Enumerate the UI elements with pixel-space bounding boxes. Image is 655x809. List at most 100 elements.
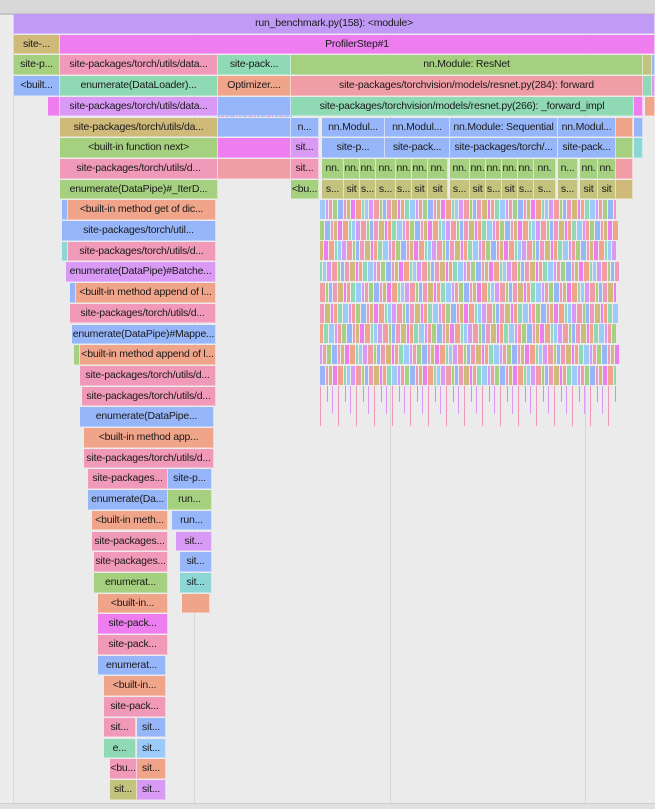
frame-sliver[interactable] bbox=[440, 262, 445, 282]
frame-sliver[interactable] bbox=[495, 282, 499, 302]
frame-sliver[interactable] bbox=[536, 220, 540, 240]
frame-sliver[interactable] bbox=[356, 200, 361, 219]
frame-sliver[interactable] bbox=[493, 220, 495, 240]
frame-sliver[interactable] bbox=[365, 365, 368, 385]
frame-sliver[interactable] bbox=[387, 200, 391, 219]
frame-sliver[interactable] bbox=[561, 386, 562, 402]
frame-sliver[interactable] bbox=[473, 324, 478, 344]
frame-sliver[interactable] bbox=[529, 303, 531, 323]
frame-sliver[interactable] bbox=[547, 303, 549, 323]
frame-sliver[interactable] bbox=[324, 324, 328, 344]
frame-sliver[interactable] bbox=[494, 386, 495, 414]
frame-sliver[interactable] bbox=[533, 241, 535, 261]
frame-sliver[interactable] bbox=[572, 282, 577, 302]
flame-frame[interactable]: nn. bbox=[376, 158, 396, 179]
flame-frame[interactable]: run... bbox=[172, 510, 212, 531]
flame-frame[interactable]: nn.Modul... bbox=[322, 117, 385, 138]
frame-sliver[interactable] bbox=[602, 262, 607, 282]
frame-sliver[interactable] bbox=[599, 241, 604, 261]
frame-sliver[interactable] bbox=[470, 282, 472, 302]
frame-sliver[interactable] bbox=[417, 344, 421, 364]
frame-sliver[interactable] bbox=[428, 386, 429, 426]
frame-sliver[interactable] bbox=[513, 365, 517, 385]
flame-frame[interactable]: nn. bbox=[322, 158, 344, 179]
frame-sliver[interactable] bbox=[403, 220, 405, 240]
frame-sliver[interactable] bbox=[434, 282, 436, 302]
frame-sliver[interactable] bbox=[473, 241, 478, 261]
frame-sliver[interactable] bbox=[594, 241, 598, 261]
flame-frame[interactable]: s... bbox=[360, 179, 376, 200]
flame-frame[interactable]: sit... bbox=[137, 717, 166, 738]
frame-sliver[interactable] bbox=[471, 262, 475, 282]
frame-sliver[interactable] bbox=[614, 200, 616, 219]
flame-frame[interactable]: site-p... bbox=[14, 55, 60, 76]
frame-sliver[interactable] bbox=[446, 303, 450, 323]
frame-sliver[interactable] bbox=[536, 303, 540, 323]
flame-frame[interactable]: <built-in method app... bbox=[84, 428, 214, 448]
frame-sliver[interactable] bbox=[522, 241, 526, 261]
frame-sliver[interactable] bbox=[471, 386, 472, 402]
frame-sliver[interactable] bbox=[406, 220, 409, 240]
frame-sliver[interactable] bbox=[507, 386, 508, 402]
frame-sliver[interactable] bbox=[403, 303, 405, 323]
frame-sliver[interactable] bbox=[460, 303, 463, 323]
flame-frame[interactable]: sit bbox=[344, 179, 360, 200]
flame-frame[interactable]: s... bbox=[450, 179, 470, 200]
frame-sliver[interactable] bbox=[488, 282, 490, 302]
frame-sliver[interactable] bbox=[569, 241, 571, 261]
frame-sliver[interactable] bbox=[476, 262, 481, 282]
frame-sliver[interactable] bbox=[491, 241, 496, 261]
frame-sliver[interactable] bbox=[399, 344, 403, 364]
frame-sliver[interactable] bbox=[475, 220, 477, 240]
frame-sliver[interactable] bbox=[527, 365, 530, 385]
frame-sliver[interactable] bbox=[473, 282, 476, 302]
frame-sliver[interactable] bbox=[549, 200, 553, 219]
frame-sliver[interactable] bbox=[338, 303, 342, 323]
frame-sliver[interactable] bbox=[415, 303, 420, 323]
frame-sliver[interactable] bbox=[415, 220, 420, 240]
frame-sliver[interactable] bbox=[491, 200, 494, 219]
flame-frame-unlabeled[interactable] bbox=[218, 117, 291, 138]
frame-sliver[interactable] bbox=[523, 220, 528, 240]
frame-sliver[interactable] bbox=[561, 262, 565, 282]
frame-sliver[interactable] bbox=[370, 303, 373, 323]
frame-sliver[interactable] bbox=[431, 344, 434, 364]
frame-sliver[interactable] bbox=[566, 262, 571, 282]
frame-sliver[interactable] bbox=[320, 344, 322, 364]
frame-sliver[interactable] bbox=[557, 262, 560, 282]
frame-sliver[interactable] bbox=[449, 344, 452, 364]
frame-sliver[interactable] bbox=[332, 344, 337, 364]
frame-sliver[interactable] bbox=[440, 386, 441, 414]
frame-sliver[interactable] bbox=[605, 324, 607, 344]
frame-sliver[interactable] bbox=[518, 344, 520, 364]
frame-sliver[interactable] bbox=[530, 262, 535, 282]
frame-sliver[interactable] bbox=[567, 200, 571, 219]
frame-sliver[interactable] bbox=[327, 344, 331, 364]
frame-sliver[interactable] bbox=[341, 262, 344, 282]
frame-sliver[interactable] bbox=[500, 200, 505, 219]
frame-sliver[interactable] bbox=[407, 241, 409, 261]
frame-sliver[interactable] bbox=[352, 220, 355, 240]
frame-sliver[interactable] bbox=[424, 220, 427, 240]
flame-frame[interactable]: <built... bbox=[14, 76, 60, 96]
flame-frame[interactable]: enumerate(DataPipe)#_IterD... bbox=[60, 179, 218, 200]
frame-sliver[interactable] bbox=[374, 365, 379, 385]
frame-sliver[interactable] bbox=[590, 200, 595, 219]
frame-sliver[interactable] bbox=[539, 344, 542, 364]
frame-sliver[interactable] bbox=[342, 324, 346, 344]
frame-sliver[interactable] bbox=[601, 220, 603, 240]
frame-sliver[interactable] bbox=[351, 200, 355, 219]
frame-sliver[interactable] bbox=[401, 324, 406, 344]
flame-frame[interactable]: sit bbox=[598, 179, 616, 200]
flame-frame[interactable]: enumerate(DataPipe)#Batche... bbox=[66, 262, 216, 283]
frame-sliver[interactable] bbox=[428, 365, 433, 385]
frame-sliver[interactable] bbox=[568, 220, 571, 240]
frame-sliver[interactable] bbox=[338, 241, 341, 261]
frame-sliver[interactable] bbox=[389, 241, 391, 261]
frame-sliver[interactable] bbox=[414, 324, 418, 344]
frame-sliver[interactable] bbox=[608, 282, 613, 302]
frame-sliver[interactable] bbox=[581, 324, 586, 344]
flame-frame[interactable]: nn.Modul... bbox=[385, 117, 450, 138]
frame-sliver[interactable] bbox=[585, 282, 589, 302]
frame-sliver[interactable] bbox=[365, 241, 370, 261]
